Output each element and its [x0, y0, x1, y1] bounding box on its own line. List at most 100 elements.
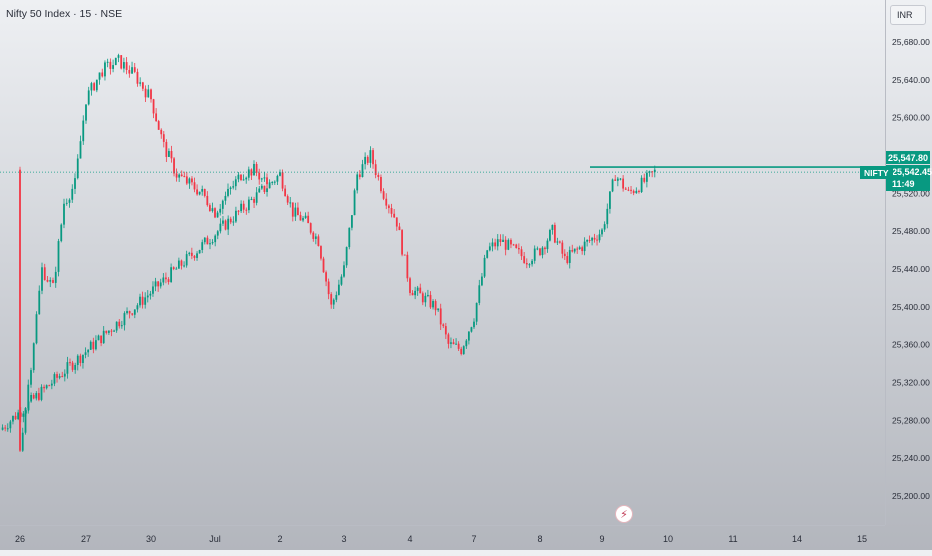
candle-body — [245, 209, 248, 211]
candle-body — [260, 178, 263, 180]
candle-body — [611, 179, 614, 192]
chart-area[interactable] — [0, 0, 885, 525]
candle-body — [128, 69, 131, 74]
candle-body — [85, 104, 87, 121]
candle-body — [237, 174, 240, 180]
price-axis[interactable]: 25,680.0025,640.0025,600.0025,560.0025,5… — [885, 0, 932, 525]
candle-body — [299, 215, 302, 221]
candle-body — [109, 61, 112, 69]
candle-body — [24, 408, 27, 433]
candle-body — [517, 248, 520, 250]
chart-title: Nifty 50 Index · 15 · NSE — [6, 8, 123, 20]
lightning-icon[interactable]: ⚡︎ — [615, 505, 633, 523]
candle-body — [609, 191, 611, 209]
x-tick-label: 4 — [407, 534, 412, 544]
candle-body — [235, 210, 237, 222]
candle-body — [219, 223, 222, 232]
candle-body — [411, 292, 414, 296]
candle-body — [279, 172, 281, 176]
candle-body — [50, 383, 53, 386]
candle-body — [348, 227, 351, 248]
candle-body — [314, 236, 317, 239]
candle-body — [356, 174, 359, 191]
candle-body — [630, 189, 632, 191]
candle-body — [87, 349, 90, 353]
candle-body — [105, 330, 108, 333]
y-tick-label: 25,280.00 — [892, 415, 930, 425]
candle-body — [150, 89, 152, 100]
candle-body — [380, 177, 382, 192]
candle-body — [232, 221, 235, 223]
candle-body — [98, 72, 101, 80]
candle-body — [603, 224, 606, 230]
candle-body — [19, 169, 21, 451]
time-axis[interactable]: 26 27 30 Jul 2 3 4 7 8 9 10 11 14 15 — [0, 525, 885, 551]
candle-body — [190, 252, 193, 256]
candle-body — [79, 355, 82, 364]
candle-body — [141, 296, 144, 305]
candle-body — [144, 88, 147, 98]
candle-body — [581, 247, 584, 252]
candle-body — [198, 191, 201, 195]
high-price-tag: 25,547.80 — [886, 151, 930, 164]
candle-body — [515, 244, 518, 249]
candle-body — [74, 364, 77, 370]
candle-body — [101, 72, 104, 77]
candle-body — [65, 202, 68, 204]
bar-countdown: 11:49 — [892, 179, 915, 189]
candle-body — [385, 198, 388, 206]
candle-body — [175, 268, 178, 270]
candle-body — [473, 321, 475, 328]
candle-body — [206, 237, 209, 245]
candle-body — [183, 176, 186, 178]
candle-body — [170, 267, 173, 283]
candle-body — [229, 218, 232, 223]
candle-body — [6, 428, 9, 430]
candle-body — [1, 427, 4, 430]
candle-body — [30, 370, 32, 385]
candle-body — [419, 287, 422, 294]
candle-body — [22, 413, 25, 417]
candle-body — [372, 150, 374, 165]
currency-button[interactable]: INR — [890, 5, 926, 25]
candle-body — [255, 163, 258, 173]
candle-body — [209, 243, 211, 245]
candle-body — [17, 412, 20, 420]
candle-body — [478, 285, 481, 303]
candle-body — [229, 187, 232, 189]
candle-body — [157, 281, 160, 287]
candle-body — [185, 176, 188, 184]
candle-body — [141, 82, 144, 89]
candle-body — [123, 62, 125, 69]
candle-body — [168, 151, 170, 157]
candle-body — [159, 282, 162, 287]
candle-body — [614, 179, 617, 181]
candle-body — [38, 290, 41, 315]
candle-body — [364, 156, 367, 165]
candle-body — [619, 178, 622, 180]
candle-body — [35, 393, 38, 399]
price-axis-labels: 25,680.0025,640.0025,600.0025,560.0025,5… — [892, 37, 930, 501]
candle-body — [162, 134, 165, 142]
candle-body — [95, 79, 98, 91]
candle-body — [622, 178, 625, 189]
candle-body — [250, 198, 253, 200]
candle-body — [193, 182, 196, 190]
candle-body — [58, 376, 61, 378]
candle-body — [196, 189, 198, 195]
candle-body — [12, 415, 14, 422]
candle-body — [289, 202, 292, 204]
candle-body — [221, 200, 224, 209]
candle-body — [56, 374, 58, 378]
y-tick-label: 25,440.00 — [892, 264, 930, 274]
candle-body — [147, 89, 150, 98]
candle-body — [320, 246, 322, 259]
candle-body — [214, 235, 217, 243]
candle-body — [606, 208, 609, 225]
candle-body — [191, 178, 193, 183]
candle-body — [263, 185, 266, 192]
candle-body — [366, 156, 369, 163]
candle-body — [45, 385, 48, 389]
candle-body — [172, 267, 175, 270]
candle-body — [74, 178, 76, 189]
